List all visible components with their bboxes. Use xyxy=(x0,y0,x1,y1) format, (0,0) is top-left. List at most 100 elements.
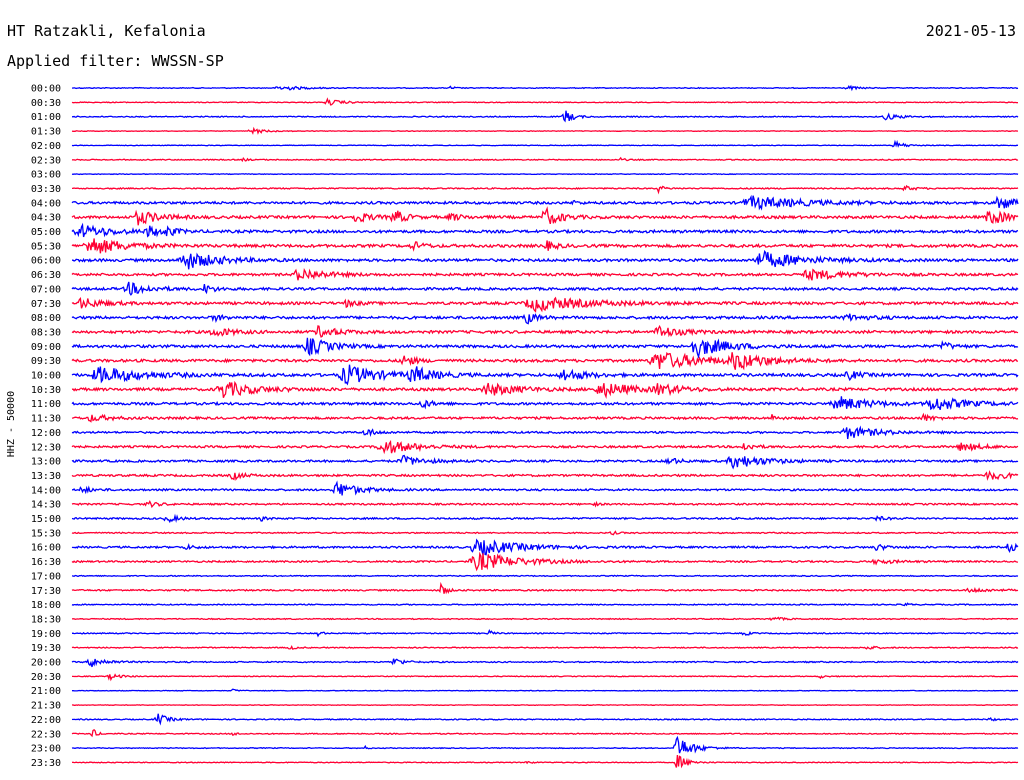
trace-line xyxy=(71,126,1019,135)
trace-line xyxy=(71,97,1019,106)
time-label: 06:30 xyxy=(31,270,61,281)
trace-line xyxy=(71,629,1019,638)
time-label: 16:00 xyxy=(31,543,61,554)
time-label: 11:30 xyxy=(31,414,61,425)
trace-line xyxy=(71,337,1019,360)
trace-line xyxy=(71,551,1019,572)
trace-line xyxy=(71,425,1019,440)
time-label: 19:00 xyxy=(31,629,61,640)
time-label: 21:00 xyxy=(31,686,61,697)
trace-line xyxy=(71,364,1019,386)
trace-line xyxy=(71,313,1019,325)
trace-line xyxy=(71,184,1019,195)
time-label: 15:00 xyxy=(31,514,61,525)
time-label: 01:00 xyxy=(31,112,61,123)
trace-line xyxy=(71,530,1019,536)
time-label: 11:00 xyxy=(31,399,61,410)
time-label: 05:00 xyxy=(31,227,61,238)
trace-line xyxy=(71,538,1019,556)
trace-line xyxy=(71,713,1019,726)
filter-label: Applied filter: WWSSN-SP xyxy=(7,52,224,70)
trace-line xyxy=(71,704,1019,707)
time-label: 18:00 xyxy=(31,600,61,611)
trace-line xyxy=(71,412,1019,423)
trace-line xyxy=(71,735,1019,754)
time-label: 09:30 xyxy=(31,356,61,367)
trace-line xyxy=(71,469,1019,481)
trace-line xyxy=(71,324,1019,338)
time-label: 08:00 xyxy=(31,313,61,324)
time-label: 16:30 xyxy=(31,557,61,568)
time-label: 05:30 xyxy=(31,241,61,252)
time-label: 17:00 xyxy=(31,571,61,582)
time-label: 09:00 xyxy=(31,342,61,353)
time-label: 14:30 xyxy=(31,500,61,511)
time-label: 02:30 xyxy=(31,155,61,166)
trace-line xyxy=(71,728,1019,738)
trace-line xyxy=(71,139,1019,148)
time-label: 04:00 xyxy=(31,198,61,209)
time-label: 23:30 xyxy=(31,758,61,769)
trace-line xyxy=(71,296,1019,313)
trace-line xyxy=(71,602,1019,607)
time-label: 17:30 xyxy=(31,586,61,597)
time-label: 04:30 xyxy=(31,213,61,224)
trace-line xyxy=(71,156,1019,163)
station-title: HT Ratzakli, Kefalonia xyxy=(7,22,206,40)
trace-line xyxy=(71,513,1019,524)
time-label: 22:00 xyxy=(31,715,61,726)
time-label: 03:30 xyxy=(31,184,61,195)
trace-line xyxy=(71,206,1019,226)
time-label: 10:00 xyxy=(31,371,61,382)
time-label: 00:00 xyxy=(31,84,61,95)
time-label: 06:00 xyxy=(31,256,61,267)
trace-line xyxy=(71,238,1019,254)
trace-line xyxy=(71,645,1019,650)
time-label: 07:00 xyxy=(31,284,61,295)
trace-line xyxy=(71,439,1019,455)
trace-line xyxy=(72,249,1019,270)
trace-line xyxy=(71,616,1019,622)
trace-line xyxy=(71,499,1019,509)
time-label: 15:30 xyxy=(31,528,61,539)
trace-group: 00:00 00:30 01:00 01:30 02:00 02:30 03:00 03:30… xyxy=(31,84,1019,769)
time-label: 14:00 xyxy=(31,485,61,496)
trace-line xyxy=(71,396,1019,411)
time-label: 10:30 xyxy=(31,385,61,396)
trace-line xyxy=(71,267,1019,282)
time-label: 08:30 xyxy=(31,327,61,338)
trace-line xyxy=(71,194,1019,211)
trace-line xyxy=(72,480,1019,496)
trace-line xyxy=(71,222,1019,238)
y-axis-label: HHZ - 50000 xyxy=(6,391,17,457)
time-label: 02:00 xyxy=(31,141,61,152)
time-label: 21:30 xyxy=(31,701,61,712)
trace-line xyxy=(71,110,1019,123)
trace-line xyxy=(71,173,1019,176)
time-label: 00:30 xyxy=(31,98,61,109)
trace-line xyxy=(72,673,1019,682)
trace-line xyxy=(71,84,1019,92)
time-label: 12:30 xyxy=(31,442,61,453)
trace-line xyxy=(71,281,1019,296)
trace-line xyxy=(71,581,1019,595)
trace-line xyxy=(71,351,1018,371)
time-label: 18:30 xyxy=(31,614,61,625)
time-label: 12:00 xyxy=(31,428,61,439)
trace-line xyxy=(71,454,1019,470)
time-label: 20:30 xyxy=(31,672,61,683)
time-label: 03:00 xyxy=(31,170,61,181)
time-label: 13:30 xyxy=(31,471,61,482)
time-label: 20:00 xyxy=(31,658,61,669)
time-label: 13:00 xyxy=(31,457,61,468)
trace-line xyxy=(71,380,1019,400)
date-label: 2021-05-13 xyxy=(926,22,1016,40)
time-label: 22:30 xyxy=(31,729,61,740)
trace-line xyxy=(71,574,1019,578)
trace-line xyxy=(71,688,1019,692)
trace-line xyxy=(71,658,1019,668)
time-label: 19:30 xyxy=(31,643,61,654)
time-label: 07:30 xyxy=(31,299,61,310)
time-label: 01:30 xyxy=(31,127,61,138)
